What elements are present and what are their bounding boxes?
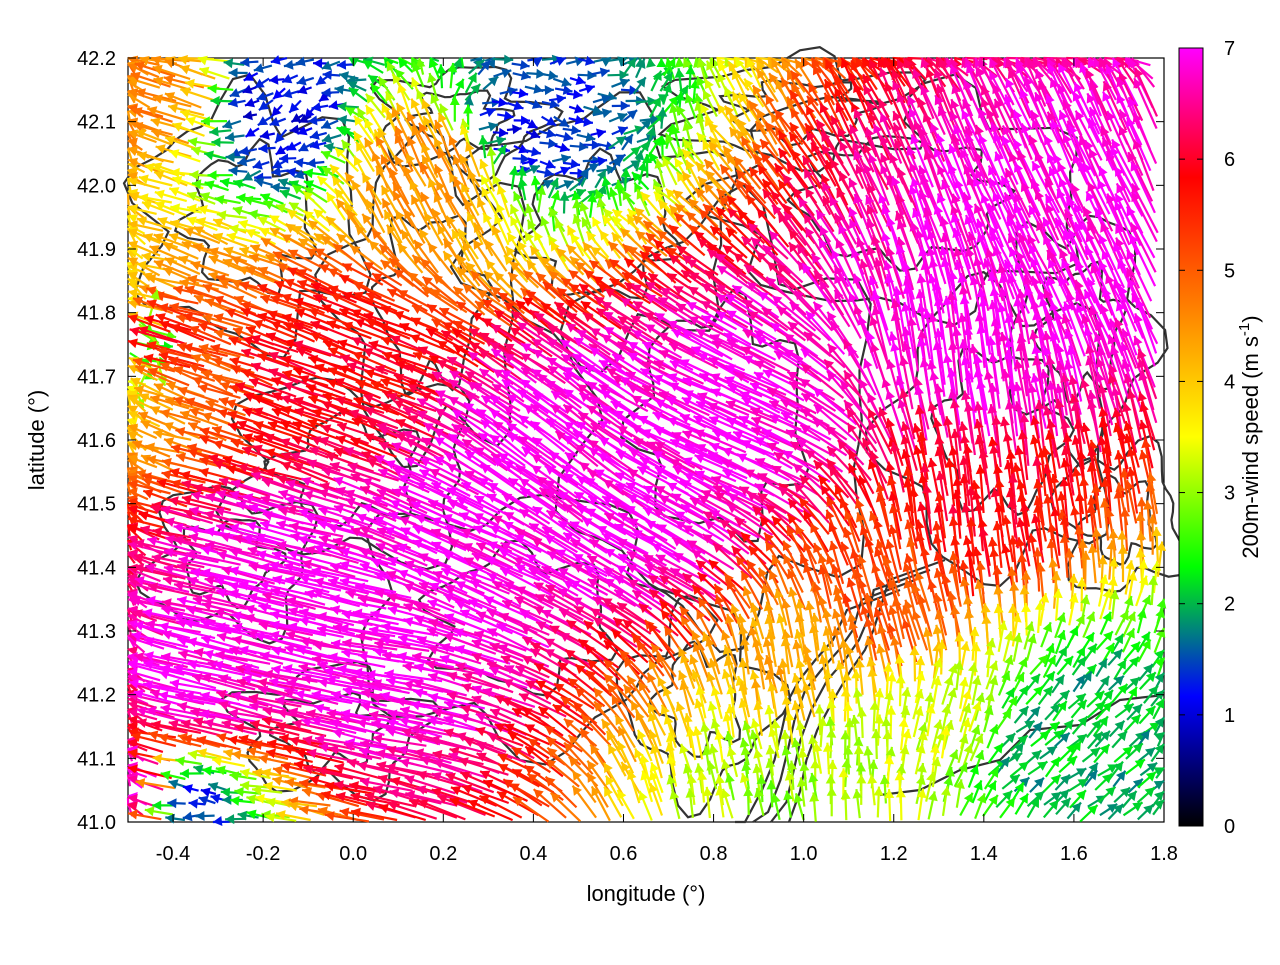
wind-arrow-shaft [128,194,129,205]
